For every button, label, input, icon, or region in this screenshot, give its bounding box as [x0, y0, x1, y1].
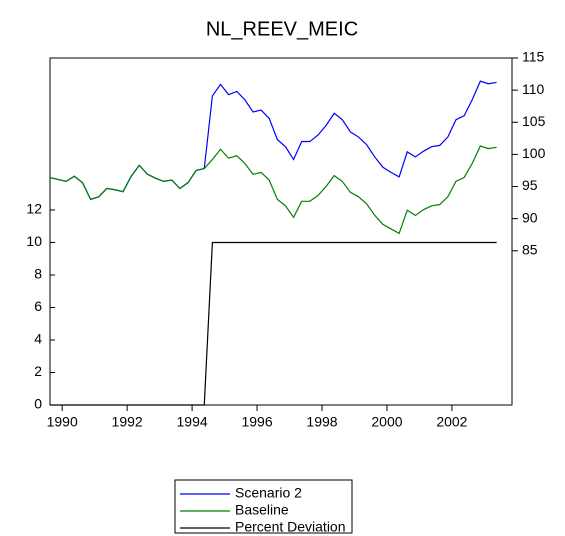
y2-tick-label: 90: [522, 209, 538, 225]
x-tick-label: 1994: [177, 414, 208, 430]
y2-tick-label: 100: [522, 145, 546, 161]
y2-tick-label: 85: [522, 241, 538, 257]
x-tick-label: 1990: [47, 414, 78, 430]
series-line: [50, 241, 497, 406]
y2-tick-label: 115: [522, 49, 545, 65]
x-tick-label: 1998: [306, 414, 337, 430]
series-line: [49, 80, 497, 201]
x-tick-label: 1992: [112, 414, 143, 430]
y2-tick-label: 105: [522, 113, 546, 129]
chart-title: NL_REEV_MEIC: [206, 18, 358, 40]
y-tick-label: 8: [34, 266, 42, 282]
y-tick-label: 10: [26, 233, 42, 249]
y-tick-label: 2: [34, 363, 42, 379]
y-tick-label: 0: [34, 396, 42, 412]
y2-tick-label: 95: [522, 177, 538, 193]
series-line: [49, 145, 497, 235]
y2-tick-label: 110: [522, 81, 545, 97]
legend-label: Scenario 2: [235, 485, 302, 501]
y-tick-label: 12: [26, 201, 42, 217]
legend-label: Baseline: [235, 502, 289, 518]
plot-frame: [49, 57, 513, 406]
y-tick-label: 6: [34, 298, 42, 314]
legend-label: Percent Deviation: [235, 519, 346, 535]
x-tick-label: 1996: [241, 414, 272, 430]
legend: [174, 479, 353, 534]
x-tick-label: 2000: [371, 414, 402, 430]
x-tick-label: 2002: [436, 414, 467, 430]
y-tick-label: 4: [34, 331, 42, 347]
